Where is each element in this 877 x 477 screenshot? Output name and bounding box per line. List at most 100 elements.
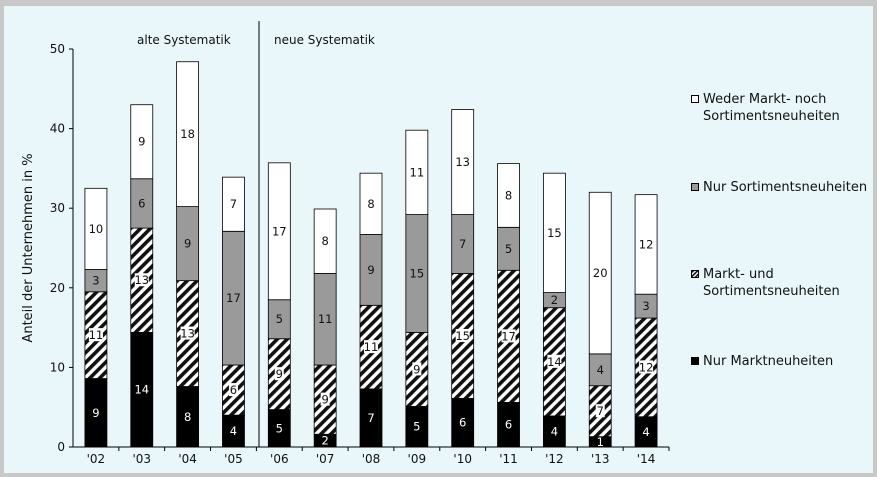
data-label: 13 bbox=[180, 327, 195, 341]
data-label-background bbox=[320, 392, 330, 406]
y-tick-label: 0 bbox=[57, 440, 65, 454]
legend-label: Nur Sortimentsneuheiten bbox=[703, 180, 868, 195]
data-label: 9 bbox=[138, 135, 145, 149]
legend-item-weder: Weder Markt- noch Sortimentsneuheiten bbox=[691, 91, 877, 125]
x-tick-label: '06 bbox=[270, 452, 289, 466]
x-tick-label: '03 bbox=[132, 452, 151, 466]
data-label: 6 bbox=[505, 418, 512, 432]
data-label: 13 bbox=[134, 273, 149, 287]
data-label: 14 bbox=[547, 355, 562, 369]
data-label: 15 bbox=[410, 266, 425, 280]
bar-segment bbox=[359, 172, 383, 235]
bars: 9113101413698139184617759517291187119859… bbox=[84, 61, 658, 449]
bar-segment bbox=[84, 187, 108, 270]
data-label: 9 bbox=[92, 406, 99, 420]
data-label-background bbox=[455, 328, 470, 342]
y-tick-label: 30 bbox=[50, 201, 65, 215]
data-label: 1 bbox=[597, 435, 604, 449]
data-label: 9 bbox=[321, 393, 328, 407]
x-tick-label: '12 bbox=[545, 452, 564, 466]
data-label: 9 bbox=[276, 367, 283, 381]
data-label-background bbox=[547, 354, 562, 368]
legend-label: Nur Marktneuheiten bbox=[703, 354, 834, 369]
data-label: 3 bbox=[642, 299, 649, 313]
data-label: 18 bbox=[180, 127, 195, 141]
bar-segment bbox=[130, 104, 154, 180]
data-label-background bbox=[274, 367, 284, 381]
bar-segment bbox=[588, 191, 612, 355]
data-label: 7 bbox=[230, 197, 237, 211]
y-tick-label: 50 bbox=[50, 42, 65, 56]
chart-frame: 0 10 20 30 40 50 '02'03'04'05'06'07'08'09'10 '… bbox=[4, 6, 873, 473]
data-label: 6 bbox=[459, 416, 466, 430]
data-label: 9 bbox=[413, 362, 420, 376]
data-label-background bbox=[595, 404, 605, 418]
data-label: 5 bbox=[276, 312, 283, 326]
x-tick-label: '11 bbox=[499, 452, 518, 466]
data-label: 2 bbox=[321, 434, 328, 448]
data-label: 17 bbox=[501, 329, 516, 343]
data-label: 7 bbox=[597, 404, 604, 418]
data-label: 5 bbox=[505, 242, 512, 256]
legend-item-nur-markt: Nur Marktneuheiten bbox=[691, 353, 877, 370]
bar-segment bbox=[176, 61, 200, 208]
legend-swatch-hatch bbox=[691, 270, 699, 278]
data-label: 7 bbox=[367, 411, 374, 425]
x-tick-label: '09 bbox=[408, 452, 427, 466]
data-label: 8 bbox=[367, 197, 374, 211]
data-label-background bbox=[88, 328, 103, 342]
data-label: 15 bbox=[547, 226, 562, 240]
data-label-background bbox=[180, 326, 195, 340]
data-label: 12 bbox=[639, 360, 654, 374]
bar-segment bbox=[267, 162, 291, 301]
section-label-neue-systematik: neue Systematik bbox=[274, 33, 375, 47]
data-label: 8 bbox=[505, 188, 512, 202]
bar-segment bbox=[634, 194, 658, 295]
data-label: 7 bbox=[459, 237, 466, 251]
data-label: 17 bbox=[226, 291, 241, 305]
data-label: 3 bbox=[92, 274, 99, 288]
data-label-background bbox=[501, 329, 516, 343]
section-label-alte-systematik: alte Systematik bbox=[137, 33, 231, 47]
data-label: 10 bbox=[89, 222, 104, 236]
x-tick-label: '05 bbox=[224, 452, 243, 466]
legend-item-nur-sortiment: Nur Sortimentsneuheiten bbox=[691, 179, 877, 196]
data-label: 5 bbox=[413, 420, 420, 434]
data-label: 8 bbox=[184, 410, 191, 424]
bar-segment bbox=[542, 172, 566, 293]
y-tick-label: 40 bbox=[50, 122, 65, 136]
legend-swatch-black bbox=[691, 357, 699, 365]
x-tick-label: '13 bbox=[591, 452, 610, 466]
bar-segment bbox=[313, 208, 337, 274]
x-tick-label: '10 bbox=[453, 452, 472, 466]
x-tick-label: '04 bbox=[178, 452, 197, 466]
bar-segment bbox=[405, 129, 429, 215]
y-tick-label: 20 bbox=[50, 281, 65, 295]
legend-label: Markt- und Sortimentsneuheiten bbox=[703, 267, 840, 299]
data-label: 4 bbox=[642, 425, 649, 439]
bar-segment bbox=[451, 109, 475, 215]
data-label: 11 bbox=[364, 340, 379, 354]
data-label: 11 bbox=[410, 165, 425, 179]
y-tick-label: 10 bbox=[50, 360, 65, 374]
data-label: 5 bbox=[276, 421, 283, 435]
data-label: 8 bbox=[321, 234, 328, 248]
data-label: 6 bbox=[138, 196, 145, 210]
data-label: 2 bbox=[551, 293, 558, 307]
data-label: 17 bbox=[272, 224, 287, 238]
data-label-background bbox=[639, 360, 654, 374]
data-label-background bbox=[228, 383, 238, 397]
data-label-background bbox=[412, 362, 422, 376]
x-tick-label: '07 bbox=[316, 452, 335, 466]
legend-swatch-gray bbox=[691, 183, 699, 191]
y-axis-title: Anteil der Unternehmen in % bbox=[21, 153, 36, 342]
x-tick-label: '14 bbox=[637, 452, 656, 466]
data-label: 12 bbox=[639, 237, 654, 251]
data-label: 13 bbox=[455, 155, 470, 169]
data-label: 4 bbox=[551, 424, 558, 438]
data-label: 11 bbox=[89, 328, 104, 342]
data-label: 14 bbox=[134, 383, 149, 397]
x-tick-label: '08 bbox=[362, 452, 381, 466]
data-label-background bbox=[364, 340, 378, 354]
